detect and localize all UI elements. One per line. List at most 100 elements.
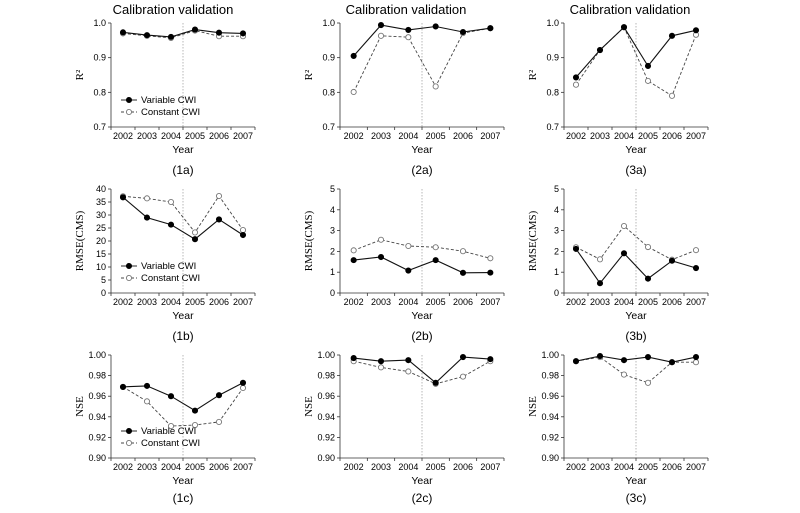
variable-cwi-point xyxy=(119,383,127,390)
constant-cwi-point xyxy=(191,421,199,429)
x-axis-label: Year xyxy=(172,310,194,322)
series-line-variable-cwi xyxy=(122,196,244,240)
panel-label: (3c) xyxy=(626,491,647,505)
y-tick-label: 0.9 xyxy=(546,53,559,63)
x-tick-label: 2004 xyxy=(614,131,634,141)
constant-cwi-point xyxy=(191,229,199,236)
variable-cwi-point xyxy=(405,357,412,364)
y-tick-label: 0 xyxy=(101,288,106,298)
variable-cwi-point xyxy=(572,358,580,365)
x-tick-label: 2006 xyxy=(209,131,229,141)
y-tick-label: 20 xyxy=(96,236,106,246)
variable-cwi-point xyxy=(143,382,151,389)
panel-label: (3a) xyxy=(625,163,646,177)
legend-marker xyxy=(125,262,133,270)
series-line-variable-cwi xyxy=(353,356,491,384)
variable-cwi-point xyxy=(644,354,652,361)
y-tick-label: 0.94 xyxy=(88,412,106,422)
x-tick-label: 2002 xyxy=(566,131,586,141)
y-tick-label: 1.0 xyxy=(322,18,335,28)
series-line-variable-cwi xyxy=(122,382,244,412)
y-tick-label: 1.00 xyxy=(317,350,335,360)
x-tick-label: 2003 xyxy=(371,131,391,141)
constant-cwi-point xyxy=(432,83,439,90)
constant-cwi-point xyxy=(459,373,467,380)
constant-cwi-point xyxy=(215,418,223,426)
variable-cwi-point xyxy=(191,26,199,33)
variable-cwi-point xyxy=(377,358,385,365)
constant-cwi-point xyxy=(644,77,652,84)
constant-cwi-point xyxy=(377,364,385,371)
constant-cwi-point xyxy=(668,92,676,99)
y-tick-label: 1.0 xyxy=(93,18,106,28)
variable-cwi-point xyxy=(191,407,199,414)
constant-cwi-point xyxy=(620,371,628,378)
x-tick-label: 2005 xyxy=(638,462,658,472)
legend-label: Variable CWI xyxy=(141,261,196,272)
x-tick-label: 2004 xyxy=(614,462,634,472)
constant-cwi-point xyxy=(487,255,494,262)
variable-cwi-point xyxy=(405,267,412,274)
panel-3a: 0.7 0.8 0.9 1.0 2002 2003 2004 2005 2006 2007 Year… xyxy=(527,18,709,177)
constant-cwi-point xyxy=(350,88,357,96)
series-line-variable-cwi xyxy=(575,248,697,285)
variable-cwi-point xyxy=(644,62,652,70)
y-tick-label: 1.00 xyxy=(541,350,559,360)
variable-cwi-point xyxy=(459,28,467,36)
panel-1c: 0.90 0.92 0.94 0.96 0.98 1.00 2002 2003 2004 2005… xyxy=(74,350,256,505)
y-tick-label: 0.8 xyxy=(546,87,559,97)
variable-cwi-point xyxy=(432,257,439,264)
y-tick-label: 5 xyxy=(330,184,335,194)
variable-cwi-point xyxy=(239,30,247,37)
x-tick-label: 2003 xyxy=(137,131,157,141)
y-tick-label: 0.7 xyxy=(322,122,335,132)
x-tick-label: 2002 xyxy=(344,131,364,141)
y-axis-label: R² xyxy=(303,69,315,80)
y-tick-label: 10 xyxy=(96,262,106,272)
constant-cwi-point xyxy=(405,34,412,41)
constant-cwi-point xyxy=(596,256,604,263)
variable-cwi-point xyxy=(350,52,357,59)
variable-cwi-point xyxy=(692,354,700,361)
series-line-variable-cwi xyxy=(353,256,491,274)
y-tick-label: 0.92 xyxy=(88,432,106,442)
y-tick-label: 0.90 xyxy=(541,453,559,463)
x-tick-label: 2007 xyxy=(686,297,706,307)
x-tick-label: 2007 xyxy=(686,462,706,472)
x-tick-label: 2006 xyxy=(453,131,473,141)
y-tick-label: 0.7 xyxy=(546,122,559,132)
x-tick-label: 2007 xyxy=(480,462,500,472)
variable-cwi-point xyxy=(487,25,494,32)
y-tick-label: 30 xyxy=(96,210,106,220)
constant-cwi-point xyxy=(377,236,385,243)
variable-cwi-point xyxy=(405,26,412,33)
y-tick-label: 0.92 xyxy=(317,432,335,442)
x-tick-label: 2002 xyxy=(344,297,364,307)
series-line-constant-cwi xyxy=(353,360,491,385)
panel-2a: 0.7 0.8 0.9 1.0 2002 2003 2004 2005 2006 2007 Year… xyxy=(303,18,505,177)
series-line-variable-cwi xyxy=(122,29,244,38)
column-title-3: Calibration validation xyxy=(570,2,691,17)
x-tick-label: 2003 xyxy=(137,462,157,472)
variable-cwi-point xyxy=(215,29,223,36)
y-tick-label: 0 xyxy=(330,288,335,298)
y-tick-label: 4 xyxy=(330,205,335,215)
x-axis-label: Year xyxy=(625,475,647,487)
x-axis-label: Year xyxy=(625,144,647,156)
series-line-variable-cwi xyxy=(353,24,491,57)
variable-cwi-point xyxy=(459,269,467,276)
legend-label: Constant CWI xyxy=(141,107,200,118)
variable-cwi-point xyxy=(620,357,628,364)
variable-cwi-point xyxy=(668,359,676,366)
series-line-variable-cwi xyxy=(575,355,697,363)
constant-cwi-point xyxy=(143,398,151,405)
variable-cwi-point xyxy=(167,393,175,400)
x-tick-label: 2004 xyxy=(161,462,181,472)
x-tick-label: 2005 xyxy=(185,462,205,472)
constant-cwi-point xyxy=(143,195,151,202)
y-tick-label: 1 xyxy=(330,267,335,277)
legend-label: Constant CWI xyxy=(141,273,200,284)
variable-cwi-point xyxy=(239,231,247,239)
panel-2b: 0 1 2 3 4 5 2002 2003 2004 2005 2006 2007 Year RMSE(C… xyxy=(303,184,505,343)
